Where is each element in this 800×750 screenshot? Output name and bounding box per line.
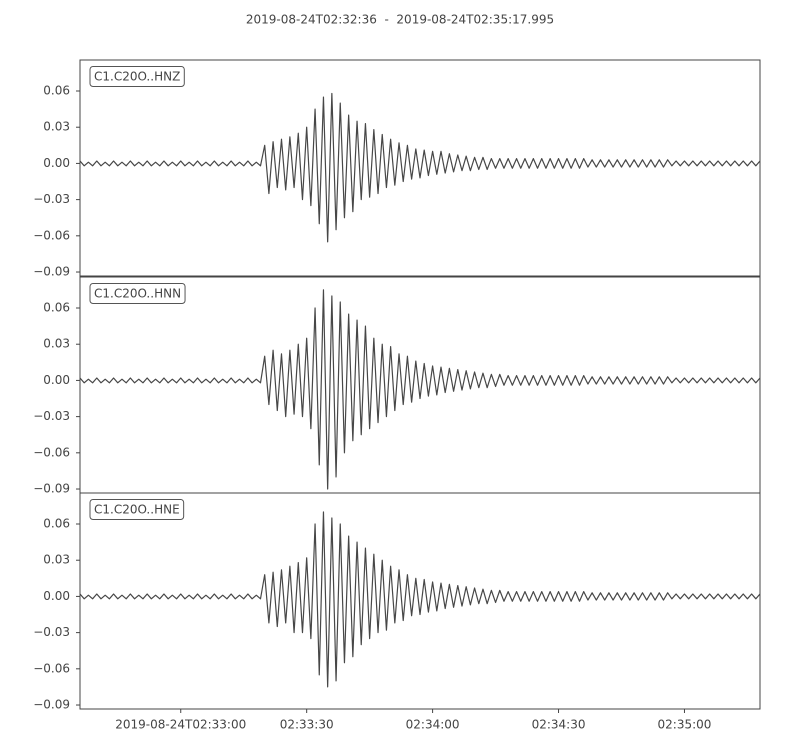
trace-label-box [89,66,185,87]
trace-label: C1.C20O..HNE [94,503,180,517]
y-tick-label: 0.00 [43,589,70,603]
y-tick-label: −0.09 [33,482,70,496]
y-tick-label: −0.03 [33,192,70,206]
y-tick-label: −0.03 [33,625,70,639]
y-tick-label: −0.06 [33,661,70,675]
y-tick-label: −0.09 [33,698,70,712]
trace [80,289,760,490]
y-tick-label: −0.06 [33,228,70,242]
x-tick-label: 02:34:00 [406,718,460,732]
trace-label-box [89,499,185,520]
y-tick-label: 0.06 [43,84,70,98]
y-tick-label: −0.03 [33,409,70,423]
y-tick-label: −0.09 [33,265,70,279]
y-tick-label: 0.03 [43,553,70,567]
y-tick-label: 0.03 [43,120,70,134]
y-tick-label: 0.06 [43,301,70,315]
trace-label: C1.C20O..HNZ [94,70,180,84]
y-tick-label: −0.06 [33,445,70,459]
panel-frame [79,276,761,494]
y-tick-label: 0.06 [43,517,70,531]
trace-label: C1.C20O..HNN [94,287,181,301]
trace-label-box [89,283,186,304]
y-tick-label: 0.00 [43,373,70,387]
x-tick-label: 02:35:00 [658,718,712,732]
trace [80,92,760,243]
panel-frame [79,492,761,710]
y-tick-label: 0.00 [43,156,70,170]
chart-title: 2019-08-24T02:32:36 - 2019-08-24T02:35:1… [246,13,554,27]
x-tick-label: 02:33:30 [280,718,334,732]
panel-frame [79,59,761,277]
trace [80,511,760,688]
x-tick-label: 2019-08-24T02:33:00 [115,718,246,732]
x-tick-label: 02:34:30 [532,718,586,732]
y-tick-label: 0.03 [43,337,70,351]
